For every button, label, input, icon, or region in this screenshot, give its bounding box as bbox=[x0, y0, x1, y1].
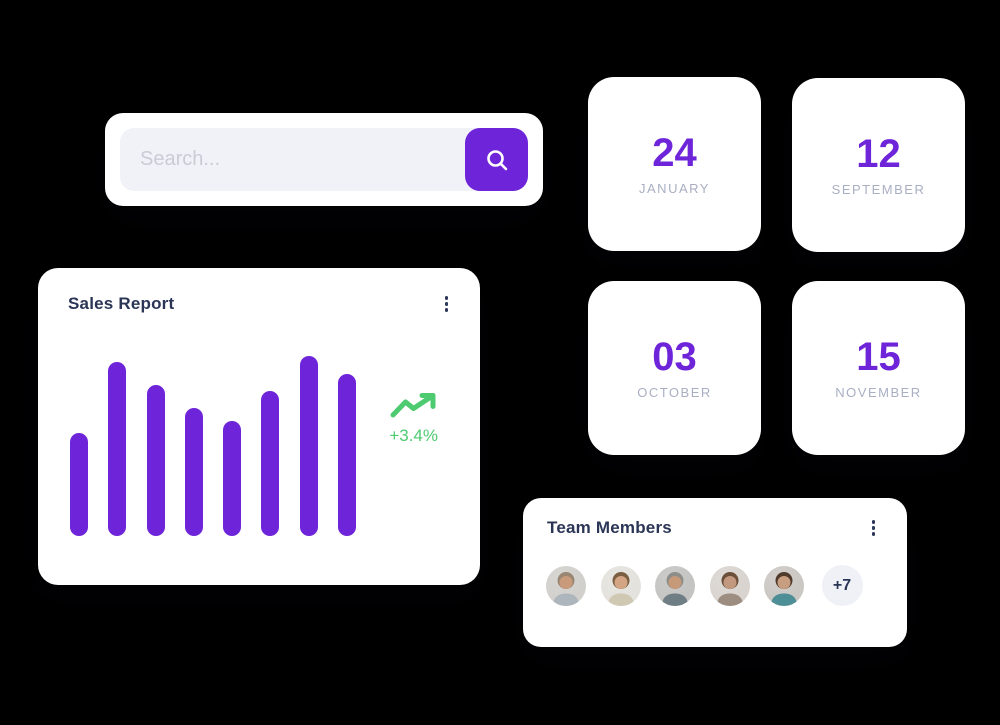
search-input[interactable] bbox=[120, 128, 460, 191]
avatar[interactable] bbox=[709, 565, 750, 606]
sales-report-title: Sales Report bbox=[68, 293, 175, 313]
avatar[interactable] bbox=[655, 565, 695, 606]
chart-bar bbox=[146, 385, 165, 536]
overflow-badge[interactable]: +7 bbox=[821, 565, 863, 606]
date-card-november[interactable]: 15 NOVEMBER bbox=[792, 281, 965, 455]
date-card-october[interactable]: 03 OCTOBER bbox=[588, 281, 761, 455]
chart-bar bbox=[338, 374, 357, 536]
magnifier-icon bbox=[484, 147, 510, 173]
trend-indicator: +3.4% bbox=[389, 392, 438, 446]
date-card-september[interactable]: 12 SEPTEMBER bbox=[792, 78, 965, 252]
sales-report-header: Sales Report bbox=[68, 292, 454, 316]
date-day: 12 bbox=[856, 132, 901, 176]
search-button[interactable] bbox=[465, 128, 528, 191]
kebab-menu-icon[interactable] bbox=[866, 516, 882, 540]
avatar[interactable] bbox=[600, 565, 641, 606]
trending-up-icon bbox=[390, 392, 438, 419]
date-month: NOVEMBER bbox=[835, 385, 922, 400]
team-members-header: Team Members bbox=[547, 516, 881, 540]
kebab-menu-icon[interactable] bbox=[439, 292, 455, 316]
date-day: 15 bbox=[856, 335, 901, 379]
date-day: 24 bbox=[652, 131, 697, 175]
date-month: OCTOBER bbox=[637, 385, 712, 400]
chart-bar bbox=[184, 408, 203, 536]
avatar-row: +7 bbox=[546, 565, 863, 606]
chart-bar bbox=[108, 362, 127, 536]
date-month: SEPTEMBER bbox=[831, 182, 926, 197]
chart-bar bbox=[299, 356, 318, 536]
avatar[interactable] bbox=[764, 565, 804, 606]
chart-bar bbox=[223, 421, 242, 536]
date-day: 03 bbox=[652, 335, 697, 379]
team-members-card: Team Members +7 bbox=[523, 498, 907, 647]
chart-bar bbox=[261, 391, 280, 536]
date-card-january[interactable]: 24 JANUARY bbox=[588, 77, 761, 251]
date-month: JANUARY bbox=[639, 181, 710, 196]
search-field bbox=[120, 128, 528, 191]
team-members-title: Team Members bbox=[547, 517, 672, 537]
trend-value: +3.4% bbox=[389, 426, 438, 445]
chart-bar bbox=[70, 433, 88, 536]
avatar[interactable] bbox=[546, 565, 586, 606]
search-card bbox=[105, 113, 543, 206]
sales-report-card: Sales Report +3.4% bbox=[38, 268, 480, 585]
bar-chart bbox=[70, 351, 357, 536]
